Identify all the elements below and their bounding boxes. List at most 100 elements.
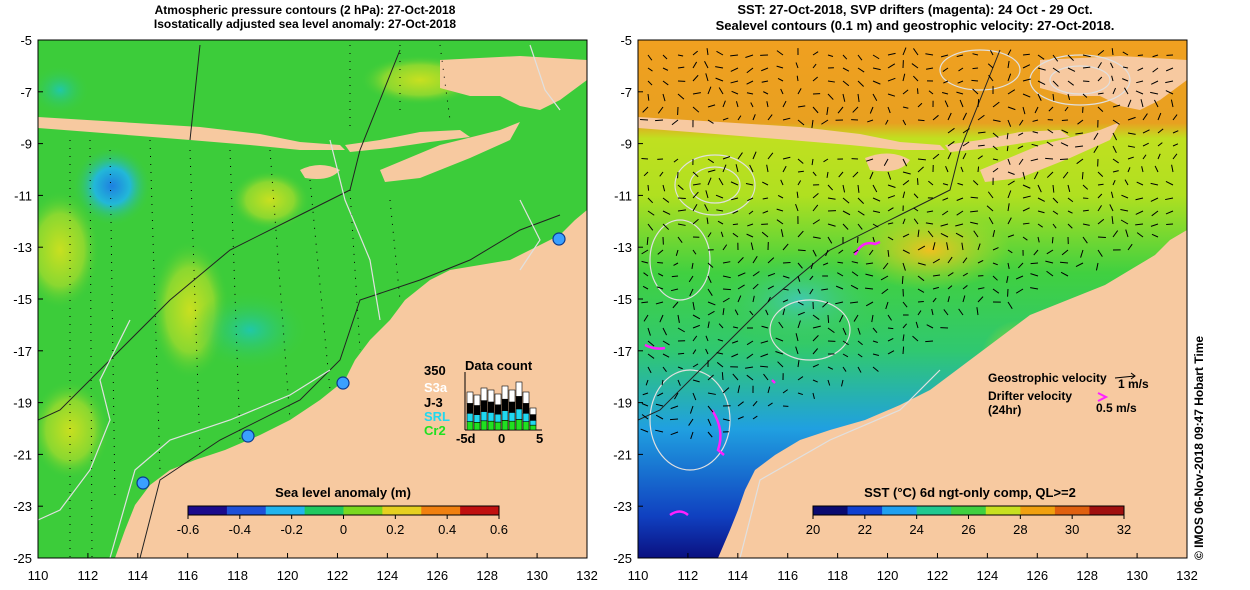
left-colorbar-segment (226, 506, 267, 515)
geostrophic-vector (912, 75, 919, 82)
geostrophic-vector (1151, 80, 1159, 85)
geostrophic-vector (1060, 271, 1069, 277)
geostrophic-vector (887, 171, 892, 180)
geostrophic-vector (766, 164, 769, 173)
geostrophic-vector (797, 359, 800, 368)
geostrophic-vector (797, 180, 802, 186)
geostrophic-vector (940, 223, 949, 227)
geostrophic-vector (1122, 66, 1129, 69)
geostrophic-vector (722, 117, 729, 121)
geostrophic-vector (902, 334, 905, 342)
geostrophic-vector (795, 333, 799, 342)
drifter-velocity-label: Drifter velocity (988, 389, 1072, 403)
drifter-velocity-sub: (24hr) (988, 403, 1021, 417)
geostrophic-vector (992, 145, 998, 151)
geostrophic-vector (1061, 249, 1069, 256)
geostrophic-vector (1121, 194, 1129, 199)
geostrophic-vector (1111, 216, 1114, 225)
geostrophic-vector (1137, 67, 1144, 71)
geostrophic-vector (1067, 54, 1074, 62)
geostrophic-vector (962, 272, 968, 277)
geostrophic-vector (1046, 141, 1054, 147)
geostrophic-vector (992, 262, 998, 266)
geostrophic-vector (1097, 92, 1104, 95)
left-colorbar-segment (304, 506, 344, 515)
geostrophic-vector (827, 236, 833, 244)
geostrophic-vector (688, 275, 694, 283)
geostrophic-vector (1150, 182, 1159, 186)
geostrophic-vector (692, 106, 700, 113)
geostrophic-vector (707, 232, 712, 238)
left-colorbar-title: Sea level anomaly (m) (275, 485, 411, 500)
geostrophic-vector (977, 131, 986, 134)
geostrophic-vector (1037, 184, 1042, 193)
geostrophic-vector (775, 351, 784, 355)
geostrophic-vector (827, 80, 835, 83)
geostrophic-vector (1082, 66, 1091, 69)
geostrophic-vector (732, 326, 739, 329)
histogram-bar-segment (515, 396, 523, 410)
geostrophic-vector (763, 91, 769, 95)
geostrophic-vector (707, 158, 714, 164)
geostrophic-vector (852, 106, 859, 113)
geostrophic-vector (812, 392, 815, 399)
geostrophic-vector (735, 101, 739, 108)
geostrophic-vector (872, 210, 881, 213)
geostrophic-vector (882, 262, 889, 270)
right-colorbar-segment (1089, 506, 1125, 515)
geostrophic-vector (1052, 80, 1059, 87)
geostrophic-vector (797, 301, 804, 306)
geostrophic-vector (1127, 243, 1133, 251)
geostrophic-vector (797, 88, 802, 95)
geostrophic-vector (932, 242, 936, 251)
geostrophic-vector (767, 272, 776, 277)
geostrophic-vector (677, 236, 683, 243)
geostrophic-vector (1082, 184, 1089, 190)
geostrophic-vector (872, 223, 879, 228)
geostrophic-vector (1165, 80, 1174, 84)
geostrophic-vector (642, 106, 649, 113)
geostrophic-vector (865, 273, 874, 277)
geostrophic-vector (752, 400, 758, 407)
geostrophic-vector (1051, 236, 1054, 244)
tide-gauge-marker (336, 376, 350, 390)
geostrophic-vector (730, 181, 739, 186)
geostrophic-vector (809, 288, 814, 295)
geostrophic-vector (1120, 219, 1129, 225)
northern-islands (1040, 56, 1187, 110)
geostrophic-vector (1017, 145, 1024, 150)
geostrophic-vector (1097, 76, 1103, 82)
geostrophic-vector (962, 257, 968, 264)
geostrophic-vector (641, 403, 649, 407)
geostrophic-vector (1019, 119, 1024, 126)
geostrophic-vector (1061, 129, 1069, 134)
geostrophic-vector (707, 418, 712, 427)
geostrophic-vector (925, 222, 934, 225)
geostrophic-vector (872, 93, 878, 101)
geostrophic-vector (705, 73, 709, 82)
geostrophic-vector (962, 112, 967, 121)
geostrophic-vector (962, 152, 967, 160)
geostrophic-vector (677, 327, 685, 333)
geostrophic-vector (750, 242, 754, 251)
geostrophic-vector (872, 80, 881, 85)
geostrophic-vector (812, 171, 817, 177)
geostrophic-vector (992, 119, 1001, 122)
geostrophic-vector (645, 379, 649, 386)
histogram-tick-5: 5 (536, 431, 544, 446)
geostrophic-vector (857, 184, 860, 193)
geostrophic-vector (1067, 197, 1074, 203)
geostrophic-vector (1052, 223, 1057, 229)
geostrophic-vector (641, 249, 649, 255)
geostrophic-vector (737, 401, 744, 407)
histogram-bar-segment (480, 420, 488, 431)
geostrophic-vector (1033, 249, 1039, 256)
geostrophic-vector (821, 288, 829, 291)
legend-j3: J-3 (424, 395, 443, 410)
geostrophic-vector (1122, 78, 1129, 82)
geostrophic-vector (797, 262, 803, 269)
legend-srl: SRL (424, 409, 450, 424)
geostrophic-vector (947, 256, 953, 264)
geostrophic-vector (1022, 93, 1031, 98)
geostrophic-vector (1007, 301, 1013, 310)
